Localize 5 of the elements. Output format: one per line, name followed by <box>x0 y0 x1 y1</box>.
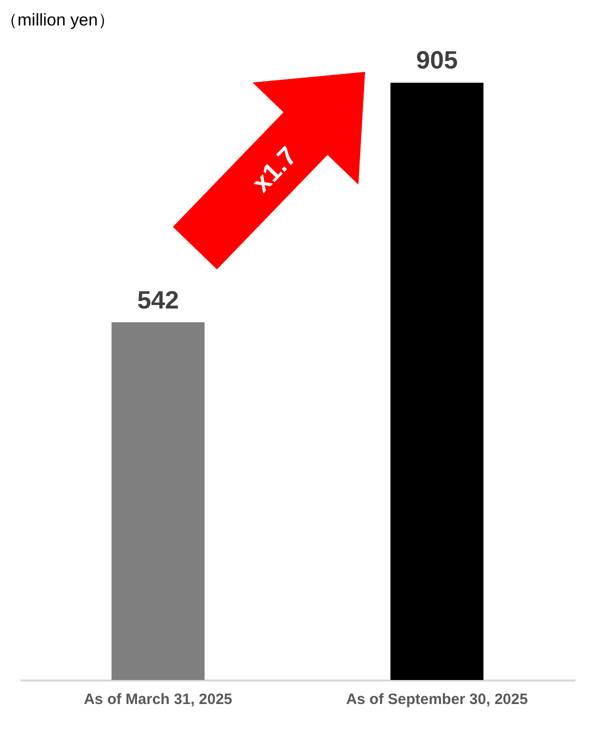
data-label: 905 <box>416 46 458 75</box>
y-axis-title: （million yen） <box>0 10 115 30</box>
x-tick-label: As of September 30, 2025 <box>346 691 528 708</box>
data-label: 542 <box>137 286 179 314</box>
x-tick-label: As of March 31, 2025 <box>84 691 232 708</box>
